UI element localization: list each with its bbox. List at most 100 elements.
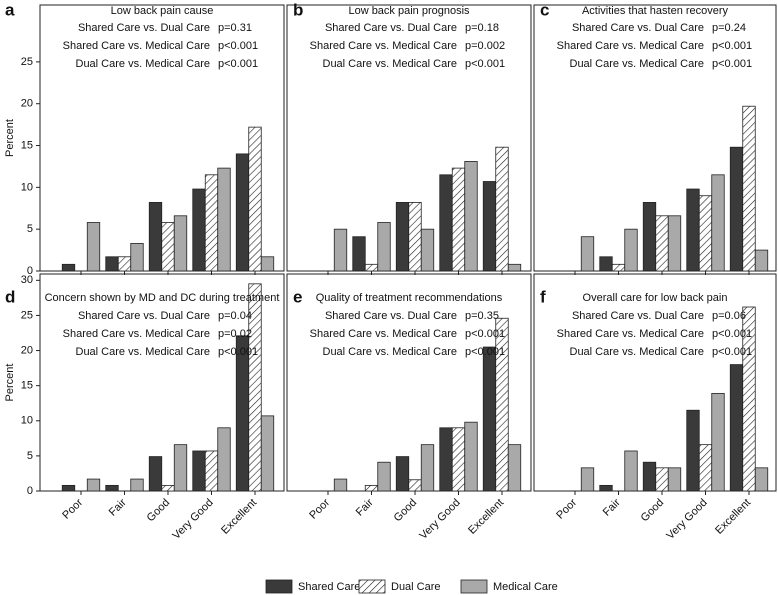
annotation-text: Shared Care vs. Dual Care bbox=[572, 310, 704, 322]
annotation-p: p<0.001 bbox=[218, 40, 258, 52]
bar bbox=[173, 215, 188, 272]
x-tick-label: Excellent bbox=[219, 497, 259, 537]
x-tick-label: Fair bbox=[107, 496, 129, 518]
annotation-p: p=0.35 bbox=[465, 310, 499, 322]
bar bbox=[624, 450, 638, 492]
legend-label: Medical Care bbox=[493, 581, 558, 593]
bar bbox=[742, 105, 756, 272]
annotation-text: Dual Care vs. Medical Care bbox=[570, 346, 705, 358]
annotation-text: Dual Care vs. Medical Care bbox=[323, 58, 458, 70]
bar bbox=[395, 456, 410, 492]
panel-title: Low back pain cause bbox=[111, 5, 214, 17]
annotation-text: Shared Care vs. Medical Care bbox=[557, 40, 704, 52]
bar bbox=[439, 427, 453, 492]
panel-title: Overall care for low back pain bbox=[583, 292, 728, 304]
y-tick-label: 5 bbox=[27, 450, 33, 462]
bar bbox=[495, 317, 509, 492]
bar bbox=[192, 188, 206, 272]
annotation-text: Shared Care vs. Medical Care bbox=[63, 40, 210, 52]
bar bbox=[642, 202, 657, 272]
bar bbox=[130, 242, 144, 272]
x-tick-label: Fair bbox=[601, 496, 623, 518]
annotation-text: Shared Care vs. Dual Care bbox=[78, 310, 210, 322]
bar bbox=[711, 392, 725, 492]
y-tick-label: 25 bbox=[21, 56, 33, 68]
bar bbox=[611, 263, 626, 272]
annotation-p: p=0.02 bbox=[218, 328, 252, 340]
annotation-p: p=0.31 bbox=[218, 22, 252, 34]
bar bbox=[439, 174, 453, 272]
bar bbox=[655, 467, 669, 492]
annotation-p: p=0.24 bbox=[712, 22, 746, 34]
panel-letter: b bbox=[293, 0, 303, 19]
x-tick-label: Very Good bbox=[170, 497, 215, 542]
bar bbox=[248, 283, 262, 492]
legend-swatch bbox=[265, 579, 293, 594]
bar bbox=[148, 202, 163, 272]
annotation-text: Shared Care vs. Medical Care bbox=[310, 40, 457, 52]
bar bbox=[161, 484, 175, 492]
bar bbox=[420, 228, 435, 272]
y-tick-label: 5 bbox=[27, 223, 33, 235]
bar bbox=[117, 256, 132, 272]
bar bbox=[408, 202, 422, 272]
bar bbox=[754, 249, 769, 272]
bar bbox=[408, 479, 422, 492]
y-tick-label: 20 bbox=[21, 344, 33, 356]
x-tick-label: Poor bbox=[554, 496, 579, 521]
x-tick-label: Excellent bbox=[713, 497, 753, 537]
bar bbox=[352, 236, 366, 272]
annotation-p: p=0.18 bbox=[465, 22, 499, 34]
annotation-text: Shared Care vs. Medical Care bbox=[557, 328, 704, 340]
annotation-text: Dual Care vs. Medical Care bbox=[570, 58, 705, 70]
annotation-p: p<0.001 bbox=[712, 40, 752, 52]
annotation-p: p<0.001 bbox=[465, 58, 505, 70]
bar bbox=[173, 444, 188, 492]
bar bbox=[420, 444, 435, 492]
annotation-p: p<0.001 bbox=[218, 346, 258, 358]
panel-letter: d bbox=[5, 287, 15, 306]
x-tick-label: Good bbox=[145, 497, 173, 525]
annotation-p: p<0.001 bbox=[465, 346, 505, 358]
bar bbox=[105, 484, 119, 492]
bar bbox=[642, 461, 657, 492]
panel-title: Low back pain prognosis bbox=[348, 5, 470, 17]
bar bbox=[698, 444, 713, 492]
bar bbox=[377, 461, 391, 492]
y-tick-label: 15 bbox=[21, 139, 33, 151]
x-tick-label: Fair bbox=[354, 496, 376, 518]
bar bbox=[742, 306, 756, 492]
x-tick-label: Good bbox=[392, 497, 420, 525]
bar bbox=[248, 126, 262, 272]
bar bbox=[507, 444, 522, 492]
annotation-p: p=0.04 bbox=[218, 310, 252, 322]
y-tick-label: 10 bbox=[21, 415, 33, 427]
bar bbox=[507, 263, 522, 272]
bar bbox=[482, 181, 497, 272]
bar bbox=[333, 228, 348, 272]
y-axis-label: Percent bbox=[4, 119, 16, 157]
bar bbox=[61, 263, 76, 272]
bar bbox=[377, 222, 391, 272]
bar bbox=[655, 215, 669, 272]
annotation-text: Dual Care vs. Medical Care bbox=[76, 346, 211, 358]
bar bbox=[599, 256, 613, 272]
bar bbox=[217, 427, 231, 492]
bar bbox=[599, 484, 613, 492]
y-tick-label: 15 bbox=[21, 380, 33, 392]
panel-title: Quality of treatment recommendations bbox=[316, 292, 503, 304]
legend-swatch bbox=[358, 579, 386, 594]
legend-swatch bbox=[460, 579, 488, 594]
x-tick-label: Excellent bbox=[466, 497, 506, 537]
annotation-text: Dual Care vs. Medical Care bbox=[76, 58, 211, 70]
annotation-p: p<0.001 bbox=[712, 346, 752, 358]
legend-label: Dual Care bbox=[391, 581, 441, 593]
bar bbox=[624, 228, 638, 272]
bar bbox=[729, 364, 744, 492]
y-tick-label: 0 bbox=[27, 485, 33, 497]
bar bbox=[754, 467, 769, 492]
bar bbox=[451, 167, 466, 272]
x-tick-label: Very Good bbox=[664, 497, 709, 542]
annotation-text: Shared Care vs. Dual Care bbox=[78, 22, 210, 34]
bar bbox=[86, 222, 101, 272]
